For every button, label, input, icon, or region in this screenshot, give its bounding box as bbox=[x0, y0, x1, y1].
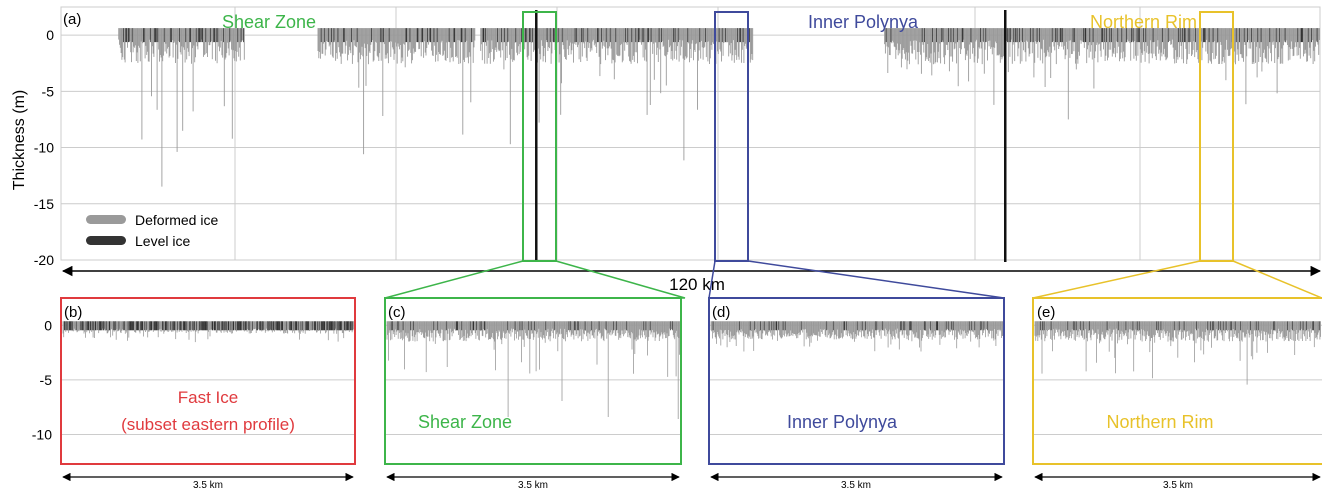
y-tick-label: 0 bbox=[46, 27, 54, 43]
zoom-box-northern-rim bbox=[1199, 11, 1234, 262]
region-label-northern-rim: Northern Rim bbox=[1090, 12, 1197, 32]
scale-bar-120km-label: 120 km bbox=[669, 275, 725, 294]
panel-a-label: (a) bbox=[63, 11, 81, 28]
legend-deformed-label: Deformed ice bbox=[135, 212, 218, 228]
y-tick-label: -10 bbox=[34, 140, 54, 156]
panel-b-subtitle: (subset eastern profile) bbox=[121, 415, 295, 434]
panel-a-frame bbox=[60, 6, 1321, 261]
y-tick-label: -10 bbox=[32, 427, 52, 443]
panel-e: (e) Northern Rim 3.5 km bbox=[1032, 297, 1322, 489]
legend-level-label: Level ice bbox=[135, 233, 190, 249]
panel-c-scale-label: 3.5 km bbox=[518, 480, 548, 489]
lower-panels: 0 -5 -10 (b) Fast Ice (subset eastern prof… bbox=[32, 297, 1322, 489]
connector-northern-rim bbox=[1032, 260, 1322, 299]
panel-b-frame bbox=[60, 297, 356, 465]
panel-d-profile bbox=[710, 321, 1004, 352]
panel-a: 0 -5 -10 -15 -20 (a) Thickness (m) Shear Zon… bbox=[11, 6, 1322, 296]
connector-inner-polynya bbox=[708, 260, 1005, 299]
region-label-shear-zone: Shear Zone bbox=[222, 12, 316, 32]
y-tick-label: -15 bbox=[34, 196, 54, 212]
panel-c: (c) Shear Zone 3.5 km bbox=[384, 297, 682, 489]
y-tick-label: -5 bbox=[42, 83, 55, 99]
region-label-inner-polynya: Inner Polynya bbox=[808, 12, 919, 32]
panel-b-label: (b) bbox=[64, 304, 82, 321]
legend: Deformed ice Level ice bbox=[86, 212, 218, 249]
panel-b-region: Fast Ice bbox=[178, 388, 238, 407]
panel-a-y-ticks: 0 -5 -10 -15 -20 bbox=[34, 27, 54, 268]
panel-e-frame bbox=[1032, 297, 1322, 465]
panel-e-profile bbox=[1034, 321, 1321, 385]
y-tick-label: 0 bbox=[44, 317, 52, 333]
panel-d-frame bbox=[708, 297, 1005, 465]
scale-bar-label-bg bbox=[656, 274, 738, 296]
panel-e-region: Northern Rim bbox=[1106, 412, 1213, 432]
panel-c-region: Shear Zone bbox=[418, 412, 512, 432]
panel-e-scale-label: 3.5 km bbox=[1163, 480, 1193, 489]
panel-c-profile bbox=[386, 321, 680, 419]
panel-d: (d) Inner Polynya 3.5 km bbox=[708, 297, 1005, 489]
y-axis-label: Thickness (m) bbox=[11, 90, 28, 190]
legend-level-swatch bbox=[86, 236, 126, 245]
panel-e-label: (e) bbox=[1037, 304, 1055, 321]
panel-d-label: (d) bbox=[712, 304, 730, 321]
panel-b-profile bbox=[62, 321, 354, 343]
panel-d-scale-label: 3.5 km bbox=[841, 480, 871, 489]
panel-b: 0 -5 -10 (b) Fast Ice (subset eastern prof… bbox=[32, 297, 356, 489]
panel-c-frame bbox=[384, 297, 682, 465]
connector-shear-zone bbox=[384, 260, 686, 299]
y-tick-label: -20 bbox=[34, 252, 54, 268]
panel-c-label: (c) bbox=[388, 304, 406, 321]
zoom-box-inner-polynya bbox=[714, 11, 749, 262]
panel-d-region: Inner Polynya bbox=[787, 412, 898, 432]
y-tick-label: -5 bbox=[40, 372, 53, 388]
panel-a-profile bbox=[118, 10, 1320, 262]
panel-b-scale-label: 3.5 km bbox=[193, 480, 223, 489]
zoom-box-shear-zone bbox=[522, 11, 557, 262]
legend-deformed-swatch bbox=[86, 215, 126, 224]
